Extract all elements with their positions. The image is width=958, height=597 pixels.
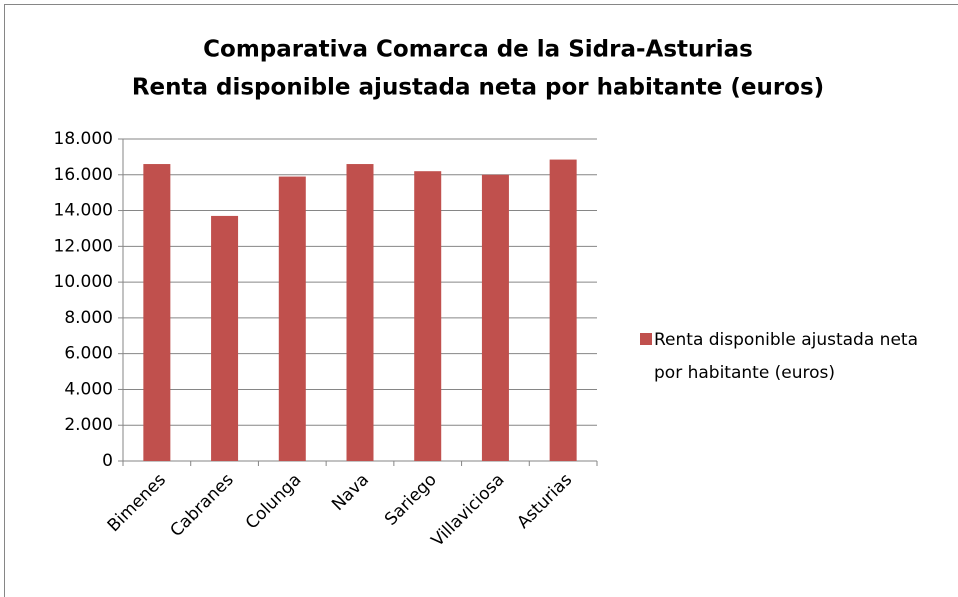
y-tick-label: 2.000 <box>64 415 113 435</box>
chart-subtitle: Renta disponible ajustada neta por habit… <box>132 75 824 101</box>
y-tick-label: 8.000 <box>64 308 113 328</box>
chart-title: Comparativa Comarca de la Sidra-Asturias <box>203 37 753 63</box>
bar <box>278 176 306 462</box>
legend-item: Renta disponible ajustada neta por habit… <box>654 330 918 383</box>
bar <box>211 215 239 461</box>
y-tick-label: 16.000 <box>54 165 113 185</box>
bar <box>143 164 171 462</box>
y-tick-label: 14.000 <box>54 201 113 221</box>
y-tick-label: 6.000 <box>64 344 113 364</box>
y-tick-label: 18.000 <box>54 129 113 149</box>
y-tick-label: 10.000 <box>54 272 113 292</box>
y-tick-label: 12.000 <box>54 236 113 256</box>
y-tick-label: 0 <box>102 451 113 471</box>
bar <box>346 164 374 462</box>
bar <box>481 174 509 461</box>
bar <box>414 171 442 461</box>
y-tick-label: 4.000 <box>64 379 113 399</box>
legend-label: Renta disponible ajustada neta por habit… <box>654 330 918 383</box>
bar <box>549 159 577 462</box>
legend-swatch <box>640 333 652 345</box>
